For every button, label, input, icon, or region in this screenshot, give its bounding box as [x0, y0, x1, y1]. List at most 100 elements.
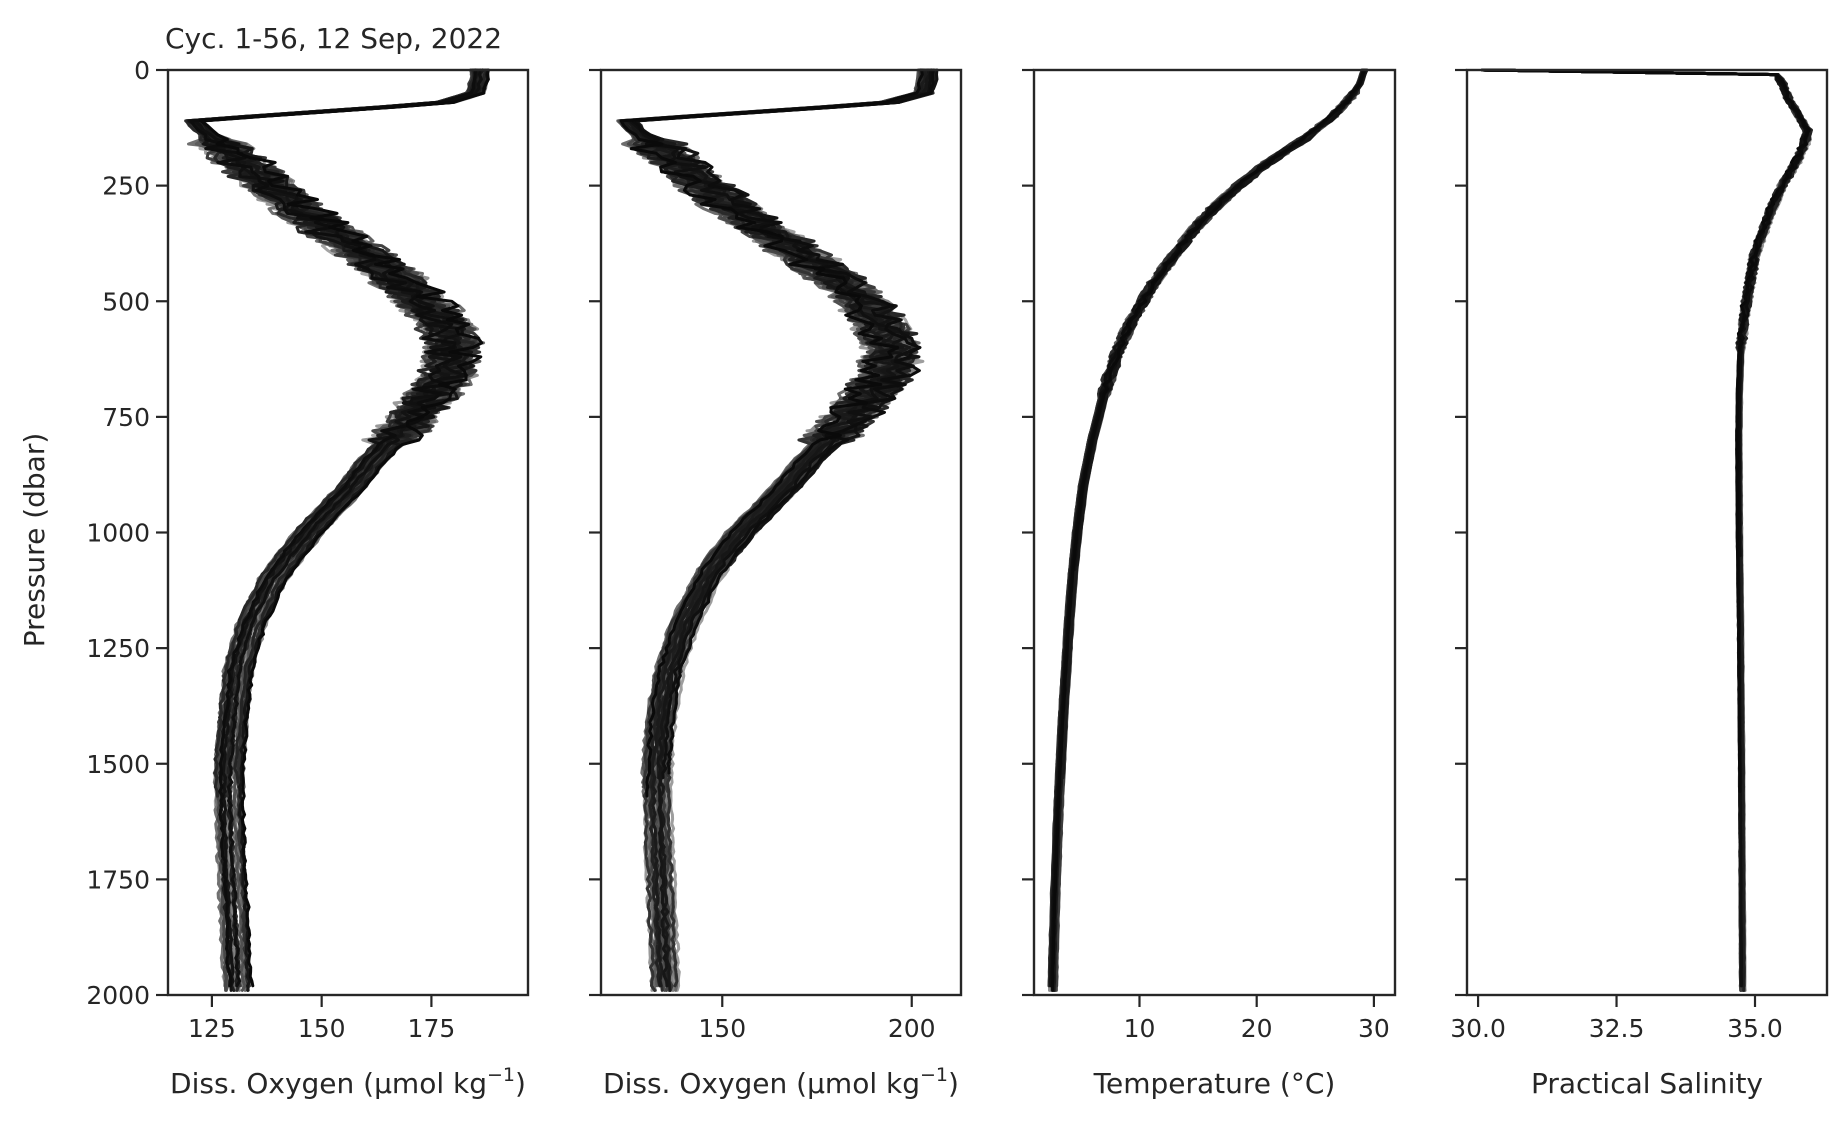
- profile-line-cycle-10: [1057, 68, 1366, 780]
- y-axis-ticks: 0 250 500 750 1000 1250 1500 1750 2000: [86, 56, 1467, 1010]
- profile-line-cycle-35: [1481, 68, 1808, 567]
- profile-line-cycle-53: [636, 68, 939, 558]
- profile-line-cycle-46: [1481, 68, 1807, 988]
- profile-line-cycle-51: [630, 68, 933, 992]
- profile-line-cycle-43: [631, 68, 936, 988]
- profile-line-cycle-44: [1482, 68, 1810, 988]
- x-tick-label: 200: [888, 1014, 936, 1043]
- profile-line-cycle-31: [1481, 68, 1809, 988]
- profile-series: [616, 68, 939, 992]
- x-tick-label: 10: [1124, 1014, 1156, 1043]
- profile-line-cycle-8: [631, 68, 934, 992]
- profile-line-cycle-26: [1482, 68, 1811, 988]
- profile-line-cycle-15: [1061, 68, 1368, 789]
- profile-line-cycle-42: [1058, 68, 1367, 784]
- profile-line-cycle-4: [1482, 68, 1811, 988]
- profile-line-cycle-44: [1047, 68, 1364, 988]
- x-tick-label: 125: [188, 1014, 236, 1043]
- profile-line-cycle-46: [1075, 68, 1367, 553]
- profile-line-cycle-38: [1073, 68, 1366, 553]
- profile-line-cycle-23: [1481, 68, 1810, 988]
- profile-line-cycle-35: [1054, 68, 1364, 784]
- profile-line-cycle-8: [1481, 68, 1812, 992]
- profile-line-cycle-5: [1483, 68, 1811, 992]
- profile-line-cycle-21: [1060, 68, 1368, 780]
- profile-line-cycle-24: [1482, 68, 1809, 988]
- axes-frame: [1465, 68, 1829, 997]
- profile-line-cycle-13: [1482, 68, 1809, 992]
- profile-line-cycle-29: [1058, 68, 1367, 789]
- chart-title: Cyc. 1-56, 12 Sep, 2022: [165, 22, 502, 55]
- profile-line-cycle-18: [628, 68, 932, 988]
- profile-line-cycle-48: [621, 68, 927, 988]
- profile-line-cycle-56: [1051, 68, 1366, 992]
- profile-line-cycle-1: [1481, 68, 1810, 992]
- profile-line-cycle-56: [619, 68, 924, 798]
- x-axis-label-end: ): [515, 1067, 526, 1100]
- profile-line-cycle-34: [1480, 68, 1809, 992]
- profile-line-cycle-25: [1481, 68, 1809, 988]
- profile-line-cycle-27: [1483, 68, 1809, 992]
- profile-line-cycle-50: [1062, 68, 1368, 775]
- x-tick-label: 32.5: [1589, 1014, 1645, 1043]
- profile-line-cycle-37: [1481, 68, 1810, 789]
- profile-line-cycle-21: [1481, 68, 1811, 992]
- profile-line-cycle-27: [1057, 68, 1366, 780]
- profile-line-cycle-39: [1481, 68, 1811, 992]
- profile-line-cycle-22: [1071, 68, 1366, 571]
- axes-frame: [166, 68, 530, 997]
- profile-line-cycle-55: [189, 68, 477, 988]
- profile-line-cycle-16: [631, 68, 933, 992]
- profile-line-cycle-54: [1481, 68, 1812, 988]
- y-tick-label: 1750: [86, 865, 150, 894]
- profile-line-cycle-55: [631, 68, 935, 775]
- y-tick-label: 500: [102, 287, 150, 316]
- x-tick-label: 150: [698, 1014, 746, 1043]
- y-tick-label: 250: [102, 172, 150, 201]
- profile-line-cycle-51: [1480, 68, 1808, 553]
- y-axis-label: Pressure (dbar): [18, 433, 51, 648]
- y-tick-label: 2000: [86, 981, 150, 1010]
- x-axis-label: Practical Salinity: [1531, 1067, 1763, 1100]
- y-tick-label: 1250: [86, 634, 150, 663]
- profile-line-cycle-52: [200, 68, 490, 992]
- profile-line-cycle-32: [1481, 68, 1808, 567]
- profile-line-cycle-53: [1480, 68, 1809, 798]
- profile-line-cycle-12: [628, 68, 929, 988]
- x-axis-label: Temperature (°C): [1093, 1067, 1336, 1100]
- x-axis-label: Diss. Oxygen (µmol kg−1): [603, 1064, 959, 1100]
- profile-line-cycle-18: [1076, 68, 1368, 558]
- profile-line-cycle-42: [1482, 68, 1810, 553]
- x-tick-label: 175: [408, 1014, 456, 1043]
- profile-line-cycle-9: [631, 68, 934, 988]
- profile-line-cycle-24: [1061, 68, 1368, 780]
- profile-line-cycle-56: [199, 68, 490, 988]
- y-tick-label: 1500: [86, 750, 150, 779]
- x-axis-label-main: Diss. Oxygen (µmol kg: [170, 1067, 487, 1100]
- profile-line-cycle-14: [1055, 68, 1365, 789]
- profile-line-cycle-55: [1482, 68, 1809, 558]
- profile-line-cycle-49: [1061, 68, 1368, 780]
- profile-line-cycle-22: [1482, 68, 1811, 992]
- x-axis-label-superscript: −1: [487, 1064, 515, 1086]
- panel-2: 150 200 Diss. Oxygen (µmol kg−1): [599, 68, 963, 1100]
- axes-frame: [599, 68, 963, 997]
- x-axis-label-main: Practical Salinity: [1531, 1067, 1763, 1100]
- profile-line-cycle-41: [1072, 68, 1366, 562]
- profile-line-cycle-14: [1480, 68, 1808, 988]
- profile-line-cycle-54: [193, 68, 483, 988]
- y-tick-label: 0: [134, 56, 150, 85]
- profile-line-cycle-54: [1073, 68, 1367, 571]
- y-tick-label: 750: [102, 403, 150, 432]
- x-tick-label: 30: [1358, 1014, 1390, 1043]
- profile-line-cycle-6: [1482, 68, 1811, 988]
- profile-line-cycle-7: [1483, 68, 1812, 992]
- profile-line-cycle-11: [1481, 68, 1809, 992]
- profile-line-cycle-30: [1481, 68, 1810, 988]
- profile-line-cycle-17: [1075, 68, 1367, 562]
- profile-line-cycle-4: [632, 68, 934, 988]
- profile-line-cycle-43: [1481, 68, 1809, 988]
- profile-line-cycle-52: [1075, 68, 1369, 567]
